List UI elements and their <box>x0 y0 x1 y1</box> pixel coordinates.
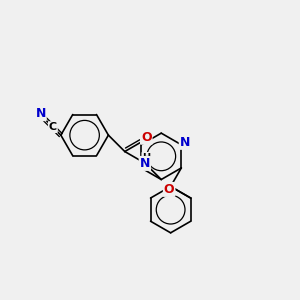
Text: N: N <box>140 157 150 170</box>
Text: O: O <box>141 131 152 144</box>
Text: C: C <box>49 122 57 132</box>
Text: O: O <box>164 183 175 196</box>
Text: N: N <box>180 136 190 149</box>
Text: H: H <box>142 153 150 163</box>
Text: N: N <box>35 107 46 120</box>
